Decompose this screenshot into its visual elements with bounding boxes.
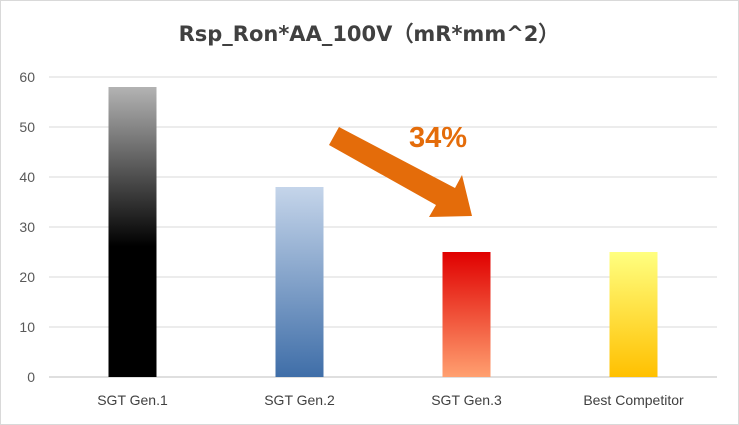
x-category-label: SGT Gen.1: [97, 392, 168, 408]
y-axis-ticks: 0 10 20 30 40 50 60: [19, 69, 35, 385]
x-axis-labels: SGT Gen.1 SGT Gen.2 SGT Gen.3 Best Competit…: [97, 392, 684, 408]
y-tick-label: 0: [27, 369, 35, 385]
x-category-label: SGT Gen.3: [431, 392, 502, 408]
y-tick-label: 30: [19, 219, 35, 235]
bar-sgt-gen-1: [108, 87, 157, 377]
bar-sgt-gen-3: [442, 252, 491, 377]
y-tick-label: 10: [19, 319, 35, 335]
y-tick-label: 40: [19, 169, 35, 185]
reduction-label: 34%: [409, 122, 467, 154]
y-tick-label: 50: [19, 119, 35, 135]
y-tick-label: 20: [19, 269, 35, 285]
chart-title: Rsp_Ron*AA_100V（mR*mm^2）: [179, 22, 560, 46]
x-category-label: SGT Gen.2: [264, 392, 335, 408]
x-category-label: Best Competitor: [583, 392, 684, 408]
trend-arrow: [329, 127, 472, 217]
gridlines: [49, 76, 717, 378]
y-tick-label: 60: [19, 69, 35, 85]
bar-best-competitor: [609, 252, 658, 377]
reduction-annotation: 34%: [329, 122, 472, 217]
bars: [108, 87, 658, 377]
bar-sgt-gen-2: [275, 187, 324, 377]
